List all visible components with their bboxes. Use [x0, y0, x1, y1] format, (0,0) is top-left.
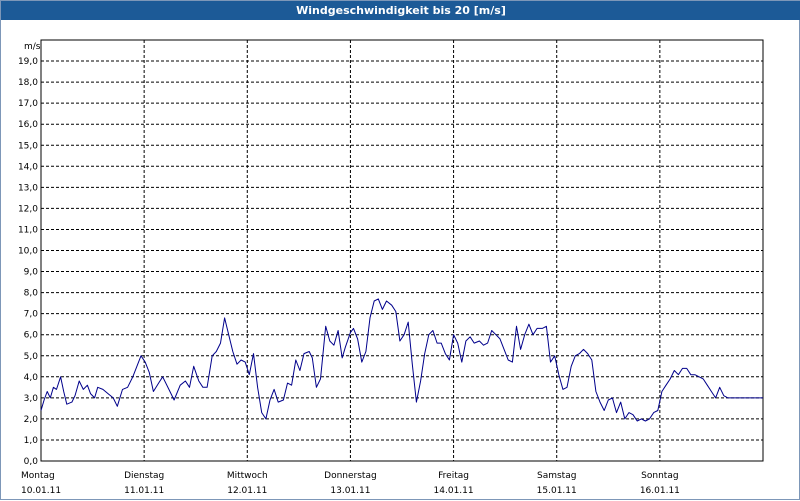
y-tick-label: 12,0 [18, 204, 38, 214]
y-tick-label: 18,0 [18, 78, 38, 88]
y-tick-label: 0,0 [24, 457, 39, 467]
y-tick-label: 6,0 [24, 331, 39, 341]
x-tick-day-label: Sonntag [641, 471, 678, 481]
y-tick-label: 17,0 [18, 99, 38, 109]
y-tick-label: 10,0 [18, 247, 38, 257]
y-axis-label: m/s [24, 42, 41, 52]
x-tick-date-label: 13.01.11 [330, 486, 370, 496]
x-tick-day-label: Dienstag [124, 471, 164, 481]
x-tick-date-label: 16.01.11 [640, 486, 680, 496]
y-tick-label: 14,0 [18, 162, 38, 172]
y-tick-label: 2,0 [24, 415, 39, 425]
x-tick-date-label: 11.01.11 [124, 486, 164, 496]
x-tick-day-label: Donnerstag [324, 471, 377, 481]
x-tick-day-label: Mittwoch [227, 471, 268, 481]
y-tick-label: 8,0 [24, 289, 39, 299]
y-tick-label: 13,0 [18, 183, 38, 193]
y-tick-label: 15,0 [18, 141, 38, 151]
x-tick-day-label: Freitag [438, 471, 469, 481]
y-tick-label: 16,0 [18, 120, 38, 130]
y-tick-label: 9,0 [24, 268, 39, 278]
y-tick-label: 1,0 [24, 436, 39, 446]
x-tick-date-label: 10.01.11 [21, 486, 61, 496]
y-tick-label: 7,0 [24, 310, 39, 320]
x-tick-day-label: Montag [21, 471, 55, 481]
y-tick-label: 4,0 [24, 373, 39, 383]
x-tick-date-label: 14.01.11 [434, 486, 474, 496]
y-tick-label: 11,0 [18, 225, 38, 235]
y-tick-label: 19,0 [18, 57, 38, 67]
wind-speed-series-line [40, 298, 763, 422]
x-tick-date-label: 12.01.11 [227, 486, 267, 496]
y-tick-label: 5,0 [24, 352, 39, 362]
x-tick-date-label: 15.01.11 [537, 486, 577, 496]
chart-title: Windgeschwindigkeit bis 20 [m/s] [1, 1, 800, 20]
y-tick-label: 3,0 [24, 394, 39, 404]
x-tick-day-label: Samstag [537, 471, 576, 481]
